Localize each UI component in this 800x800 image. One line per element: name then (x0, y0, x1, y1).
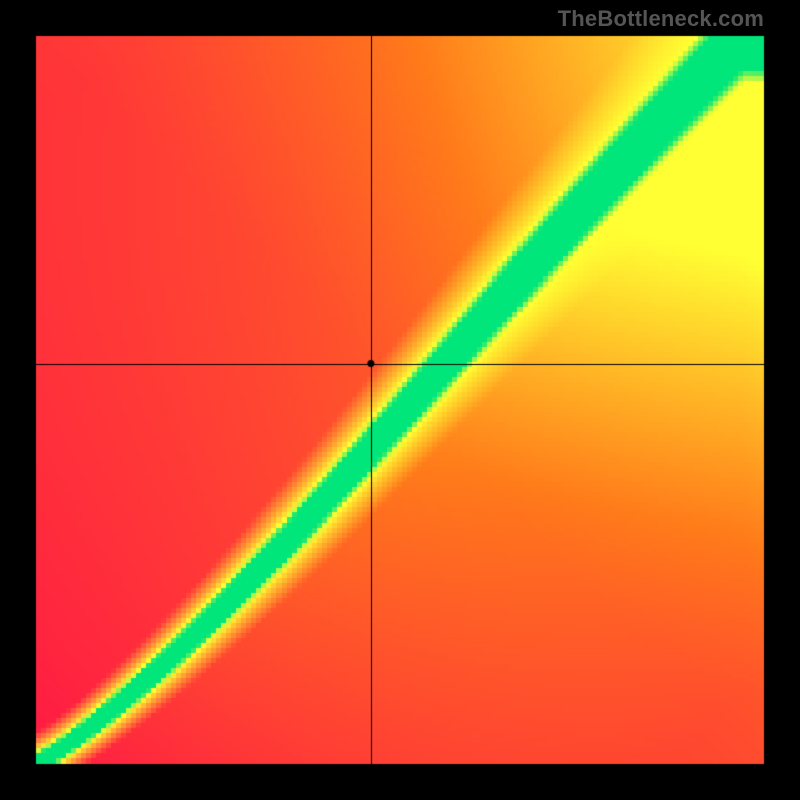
watermark-text: TheBottleneck.com (558, 6, 764, 32)
bottleneck-heatmap (0, 0, 800, 800)
chart-container: TheBottleneck.com (0, 0, 800, 800)
